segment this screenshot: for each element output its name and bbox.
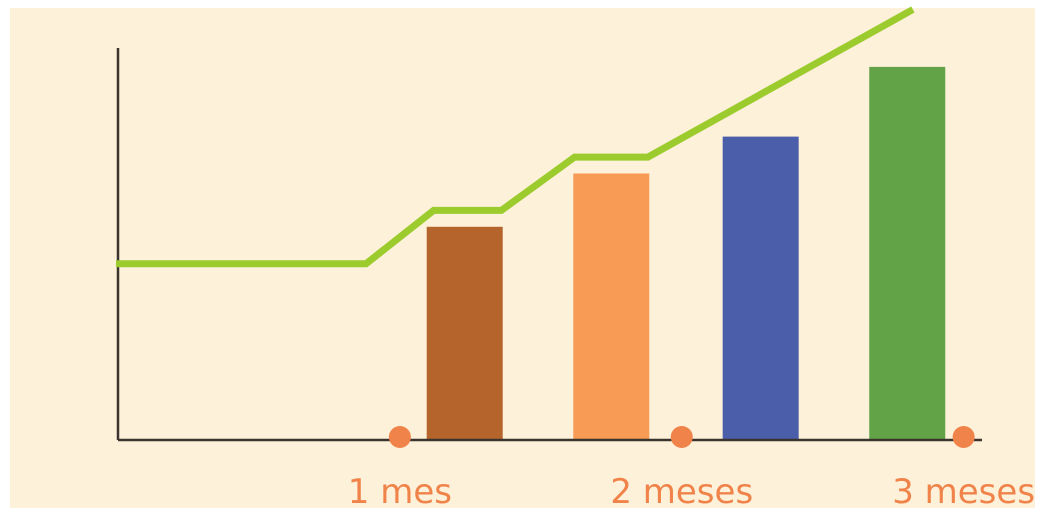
bars-layer [426,66,946,441]
tick-label-1: 1 mes [348,472,452,512]
tick-marker-1 [388,426,411,448]
tick-marker-2 [670,426,693,448]
bar-4 [869,66,946,441]
tick-markers-layer [388,426,975,448]
bar-3 [722,136,799,440]
chart-panel-background [10,8,1035,508]
line-layer [116,6,915,268]
tick-label-2: 2 meses [610,472,753,512]
bar-2 [573,173,650,440]
line-series [116,6,915,268]
tick-label-3: 3 meses [892,472,1035,512]
tick-labels-layer: 1 mes 2 meses 3 meses [348,472,1035,512]
tick-marker-3 [952,426,975,448]
bar-1 [426,226,503,440]
